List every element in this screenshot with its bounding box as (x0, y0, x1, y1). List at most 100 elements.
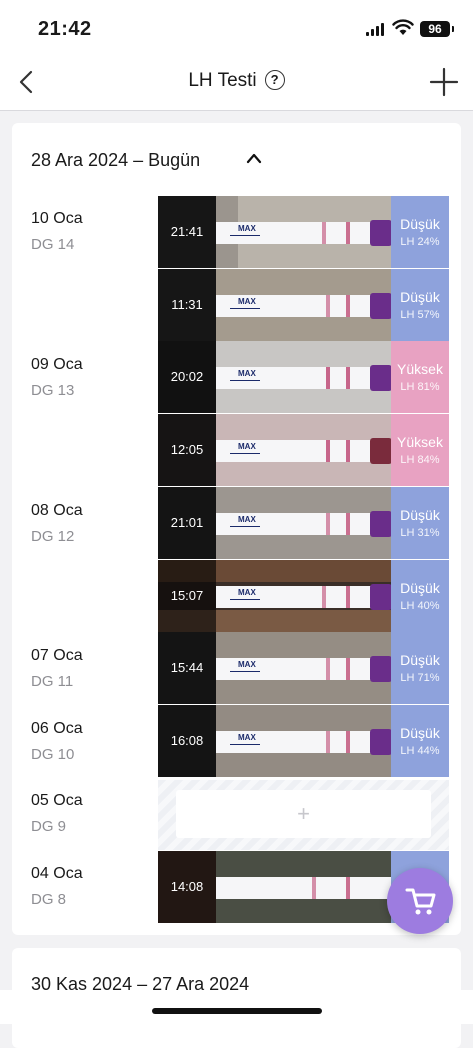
test-line (312, 877, 316, 899)
test-line (326, 658, 330, 680)
time-band (158, 414, 216, 486)
result-badge: Yüksek LH 84% (391, 414, 449, 486)
lh-percent: LH 71% (400, 672, 440, 684)
strip-max-label: MAX (238, 660, 256, 669)
cycle-day: DG 8 (31, 891, 67, 908)
test-row[interactable]: MAX 20:02 Yüksek LH 81% (158, 341, 449, 414)
cart-icon (405, 888, 436, 915)
day-label: 07 Oca DG 11 (31, 647, 83, 690)
test-strip: MAX (216, 658, 392, 680)
test-row[interactable]: MAX 21:01 Düşük LH 31% (158, 487, 449, 560)
cycle-day: DG 12 (31, 528, 75, 545)
test-time: 14:08 (170, 879, 204, 894)
test-time: 21:01 (170, 515, 204, 530)
test-line (326, 295, 330, 317)
strip-max-label: MAX (238, 588, 256, 597)
test-time: 21:41 (170, 224, 204, 239)
day-date: 10 Oca (31, 210, 83, 227)
lh-percent: LH 31% (400, 527, 440, 539)
lh-percent: LH 44% (400, 745, 440, 757)
add-test-slot: + (158, 780, 449, 850)
cart-button[interactable] (387, 868, 453, 934)
test-time: 15:44 (170, 660, 204, 675)
test-row[interactable]: MAX 15:44 Düşük LH 71% (158, 632, 449, 705)
test-row[interactable]: MAX 21:41 Düşük LH 24% (158, 196, 449, 269)
day-label: 08 Oca DG 12 (31, 502, 83, 545)
test-row[interactable]: MAX 15:07 Düşük LH 40% (158, 560, 449, 633)
result-badge: Düşük LH 44% (391, 705, 449, 777)
status-bar: 21:42 96 (0, 0, 473, 56)
strip-max-label: MAX (238, 442, 256, 451)
strip-line (230, 453, 260, 454)
question-circle-icon[interactable]: ? (264, 70, 285, 90)
control-line (346, 658, 350, 680)
result-level: Yüksek (397, 434, 443, 450)
section-title-previous[interactable]: 30 Kas 2024 – 27 Ara 2024 (31, 974, 250, 994)
strip-line (230, 599, 260, 600)
test-strip: MAX (216, 440, 392, 462)
day-label: 04 Oca DG 8 (31, 865, 83, 908)
control-line (346, 440, 350, 462)
strip-max-label: MAX (238, 515, 256, 524)
strip-line (230, 744, 260, 745)
battery-icon: 96 (420, 21, 454, 37)
chevron-left-icon[interactable] (14, 68, 42, 96)
control-line (346, 513, 350, 535)
strip-cap (370, 511, 392, 537)
section-title[interactable]: 28 Ara 2024 – Bugün (31, 150, 201, 170)
strip-line (230, 671, 260, 672)
test-time: 15:07 (170, 588, 204, 603)
test-line (326, 367, 330, 389)
result-level: Yüksek (397, 361, 443, 377)
cycle-day: DG 9 (31, 818, 67, 835)
signal-icon (366, 22, 386, 36)
test-line (326, 513, 330, 535)
control-line (346, 586, 350, 608)
bottom-bar (0, 990, 473, 1024)
test-time: 12:05 (170, 442, 204, 457)
test-row[interactable]: MAX 16:08 Düşük LH 44% (158, 705, 449, 778)
result-level: Düşük (400, 289, 440, 305)
test-strip: MAX (216, 367, 392, 389)
time-band (158, 487, 216, 559)
plus-icon[interactable] (428, 66, 460, 98)
day-date: 08 Oca (31, 502, 83, 519)
nav-bar: LH Testi? (0, 56, 473, 111)
result-badge: Düşük LH 71% (391, 632, 449, 704)
strip-cap (370, 365, 392, 391)
time-band (158, 632, 216, 704)
strip-line (230, 308, 260, 309)
status-time: 21:42 (38, 18, 92, 40)
page-title: LH Testi (188, 70, 257, 91)
lh-percent: LH 84% (400, 454, 440, 466)
result-level: Düşük (400, 725, 440, 741)
strip-line (230, 526, 260, 527)
day-date: 09 Oca (31, 356, 83, 373)
chevron-up-icon[interactable] (246, 152, 262, 164)
wifi-icon (392, 19, 414, 35)
day-label: 10 Oca DG 14 (31, 210, 83, 253)
strip-cap (370, 729, 392, 755)
time-band (158, 851, 216, 923)
result-badge: Düşük LH 40% (391, 560, 449, 632)
lh-percent: LH 57% (400, 309, 440, 321)
home-indicator[interactable] (152, 1008, 322, 1014)
result-level: Düşük (400, 216, 440, 232)
test-row[interactable]: MAX 11:31 Düşük LH 57% (158, 269, 449, 342)
cycle-day: DG 11 (31, 673, 74, 690)
test-strip: MAX (216, 731, 392, 753)
cycle-day: DG 13 (31, 382, 75, 399)
test-line (326, 440, 330, 462)
control-line (346, 877, 350, 899)
result-level: Düşük (400, 580, 440, 596)
result-badge: Düşük LH 57% (391, 269, 449, 341)
lh-percent: LH 40% (400, 600, 440, 612)
day-label: 06 Oca DG 10 (31, 720, 83, 763)
day-date: 04 Oca (31, 865, 83, 882)
test-row[interactable]: MAX 12:05 Yüksek LH 84% (158, 414, 449, 487)
lh-percent: LH 81% (400, 381, 440, 393)
day-label: 09 Oca DG 13 (31, 356, 83, 399)
page-title-wrap: LH Testi? (0, 70, 473, 92)
control-line (346, 222, 350, 244)
add-test-button[interactable]: + (176, 790, 431, 838)
